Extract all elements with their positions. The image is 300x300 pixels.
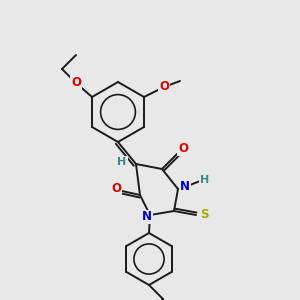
Text: O: O [159,80,169,94]
Text: O: O [111,182,121,194]
Text: N: N [142,211,152,224]
Text: O: O [71,76,81,89]
Text: O: O [111,182,121,194]
Text: O: O [178,142,188,155]
Text: S: S [200,208,208,221]
Text: O: O [71,76,81,89]
Text: H: H [200,175,210,185]
Text: N: N [180,181,190,194]
Text: N: N [180,181,190,194]
Text: H: H [200,175,210,185]
Text: O: O [178,142,188,155]
Text: S: S [200,208,208,221]
Text: O: O [159,80,169,94]
Text: H: H [117,157,127,167]
Text: H: H [117,157,127,167]
Text: N: N [142,211,152,224]
